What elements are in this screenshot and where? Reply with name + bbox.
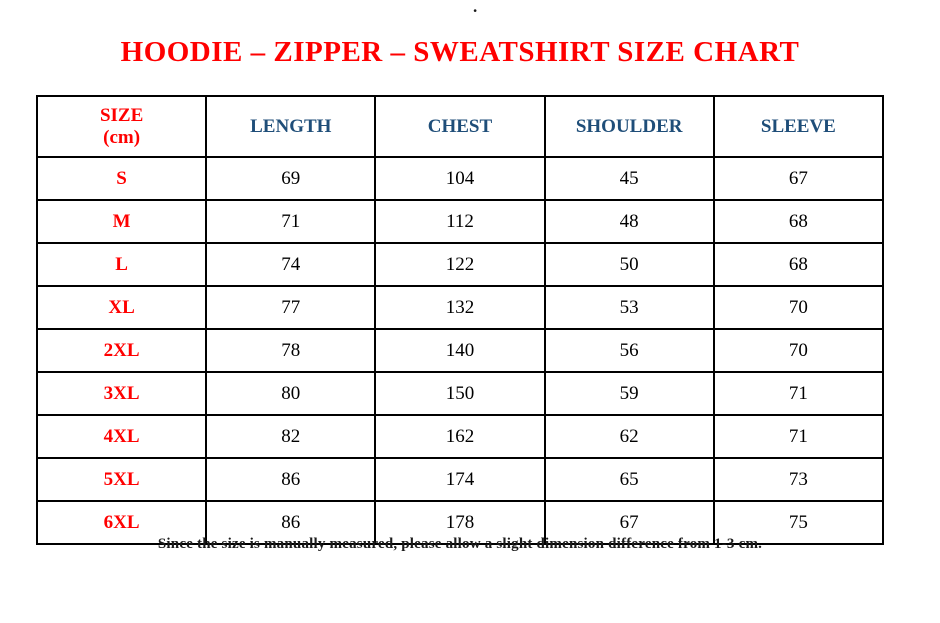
column-header-size: SIZE (cm) [35,95,208,158]
column-header-chest: CHEST [374,95,546,158]
size-label-cell: XL [35,285,208,330]
table-row: S 69 104 45 67 [35,156,885,201]
length-cell: 78 [205,328,377,373]
sleeve-cell: 71 [712,371,885,416]
sleeve-cell: 67 [712,156,885,201]
length-cell: 77 [205,285,377,330]
sleeve-cell: 75 [712,500,885,545]
shoulder-cell: 65 [543,457,715,502]
size-label-cell: L [35,242,208,287]
length-cell: 80 [205,371,377,416]
table-row: XL 77 132 53 70 [35,285,885,330]
length-cell: 69 [205,156,377,201]
table-row: 6XL 86 178 67 75 [35,500,885,545]
size-label-cell: 4XL [35,414,208,459]
sleeve-cell: 70 [712,285,885,330]
sleeve-cell: 68 [712,199,885,244]
size-label-cell: 5XL [35,457,208,502]
size-chart-table: SIZE (cm) LENGTH CHEST SHOULDER SLEEVE S… [35,95,885,545]
size-label-cell: M [35,199,208,244]
size-header-line2: (cm) [103,126,141,148]
measurement-disclaimer: Since the size is manually measured, ple… [157,536,763,552]
length-cell: 71 [205,199,377,244]
shoulder-cell: 56 [543,328,715,373]
chest-cell: 162 [374,414,546,459]
length-cell: 74 [205,242,377,287]
column-header-shoulder: SHOULDER [543,95,715,158]
table-row: 2XL 78 140 56 70 [35,328,885,373]
shoulder-cell: 45 [543,156,715,201]
shoulder-cell: 50 [543,242,715,287]
table-row: 3XL 80 150 59 71 [35,371,885,416]
shoulder-cell: 62 [543,414,715,459]
sleeve-cell: 70 [712,328,885,373]
length-cell: 82 [205,414,377,459]
shoulder-cell: 67 [543,500,715,545]
length-cell: 86 [205,457,377,502]
size-header-line1: SIZE [99,105,144,127]
chest-cell: 112 [374,199,546,244]
chest-cell: 174 [374,457,546,502]
table-header-row: SIZE (cm) LENGTH CHEST SHOULDER SLEEVE [35,95,885,158]
column-header-sleeve: SLEEVE [712,95,885,158]
table-row: L 74 122 50 68 [35,242,885,287]
chest-cell: 122 [374,242,546,287]
size-label-cell: 3XL [35,371,208,416]
size-label-cell: S [35,156,208,201]
table-row: 5XL 86 174 65 73 [35,457,885,502]
column-header-length: LENGTH [205,95,377,158]
chest-cell: 104 [374,156,546,201]
table-row: M 71 112 48 68 [35,199,885,244]
size-label-cell: 6XL [35,500,208,545]
shoulder-cell: 48 [543,199,715,244]
chest-cell: 178 [374,500,546,545]
table-row: 4XL 82 162 62 71 [35,414,885,459]
shoulder-cell: 59 [543,371,715,416]
chest-cell: 140 [374,328,546,373]
sleeve-cell: 71 [712,414,885,459]
chest-cell: 150 [374,371,546,416]
chest-cell: 132 [374,285,546,330]
page-title: HOODIE – ZIPPER – SWEATSHIRT SIZE CHART [120,36,800,68]
shoulder-cell: 53 [543,285,715,330]
size-label-cell: 2XL [35,328,208,373]
sleeve-cell: 68 [712,242,885,287]
length-cell: 86 [205,500,377,545]
stray-dot-mark: . [473,0,478,16]
sleeve-cell: 73 [712,457,885,502]
